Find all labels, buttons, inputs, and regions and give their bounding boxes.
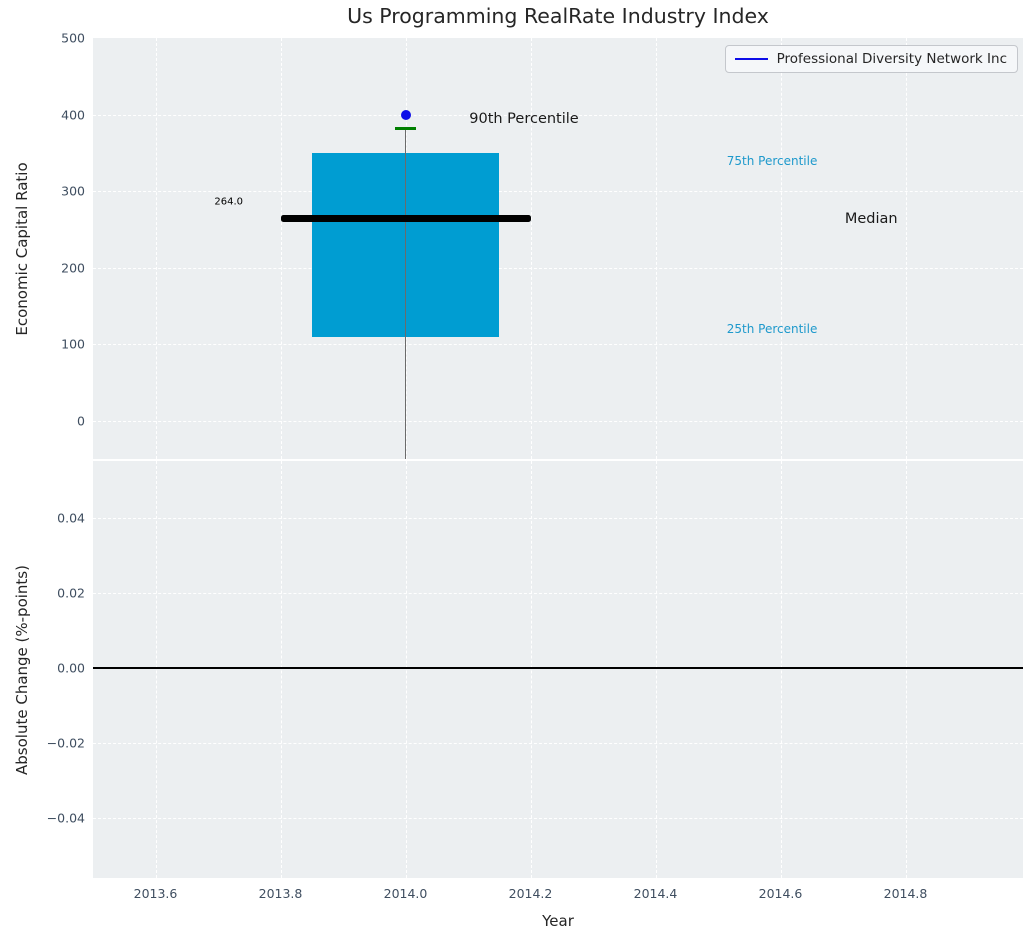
v-gridline [280,461,282,878]
y-tick-label: 100 [61,336,85,352]
v-gridline [530,38,532,459]
y-tick-label: 400 [61,107,85,123]
median-annotation: Median [844,210,898,227]
v-gridline [155,461,157,878]
h-gridline [93,420,1023,422]
x-tick-label: 2013.8 [258,886,303,901]
v-gridline [280,38,282,459]
y-tick-label: −0.02 [46,735,85,751]
y-tick-label: 500 [61,30,85,46]
h-gridline [93,191,1023,193]
h-gridline [93,344,1023,346]
h-gridline [93,743,1023,744]
p90-cap-marker [394,126,417,130]
p90-annotation: 90th Percentile [469,111,579,128]
y-tick-label: 300 [61,183,85,199]
v-gridline [655,461,657,878]
company-value-marker [400,109,411,120]
bottom-axes-absolute-change [93,461,1023,878]
h-gridline [93,818,1023,819]
p75-annotation: 75th Percentile [726,153,818,168]
x-tick-label: 2014.8 [883,886,928,901]
top-axes-economic-capital-ratio: 264.0 90th Percentile 75th Percentile Me… [93,38,1023,459]
legend-line-swatch [734,57,768,61]
v-gridline [905,461,907,878]
y-tick-label: −0.04 [46,810,85,826]
v-gridline [780,38,782,459]
p25-annotation: 25th Percentile [726,321,818,336]
x-tick-label: 2014.4 [633,886,678,901]
x-tick-label: 2014.6 [758,886,803,901]
v-gridline [530,461,532,878]
x-tick-label: 2014.2 [508,886,553,901]
x-tick-label: 2013.6 [133,886,178,901]
v-gridline [780,461,782,878]
v-gridline [155,38,157,459]
zero-change-line [93,667,1023,669]
median-line [280,215,531,223]
y-tick-label: 0.02 [57,585,85,601]
y-tick-label: 0.04 [57,510,85,526]
top-y-axis-label: Economic Capital Ratio [13,161,31,336]
y-tick-label: 200 [61,260,85,276]
legend: Professional Diversity Network Inc [724,45,1018,73]
v-gridline [655,38,657,459]
y-tick-label: 0.00 [57,660,85,676]
h-gridline [93,267,1023,269]
median-value-label: 264.0 [214,196,243,208]
legend-series-label: Professional Diversity Network Inc [776,51,1007,67]
h-gridline [93,593,1023,594]
v-gridline [405,461,407,878]
whisker-line [404,128,407,459]
v-gridline [905,38,907,459]
chart-title: Us Programming RealRate Industry Index [347,4,769,28]
x-tick-label: 2014.0 [383,886,428,901]
h-gridline [93,518,1023,519]
x-axis-label: Year [542,912,574,930]
y-tick-label: 0 [77,413,85,429]
bottom-y-axis-label: Absolute Change (%-points) [13,564,31,775]
h-gridline [93,114,1023,116]
